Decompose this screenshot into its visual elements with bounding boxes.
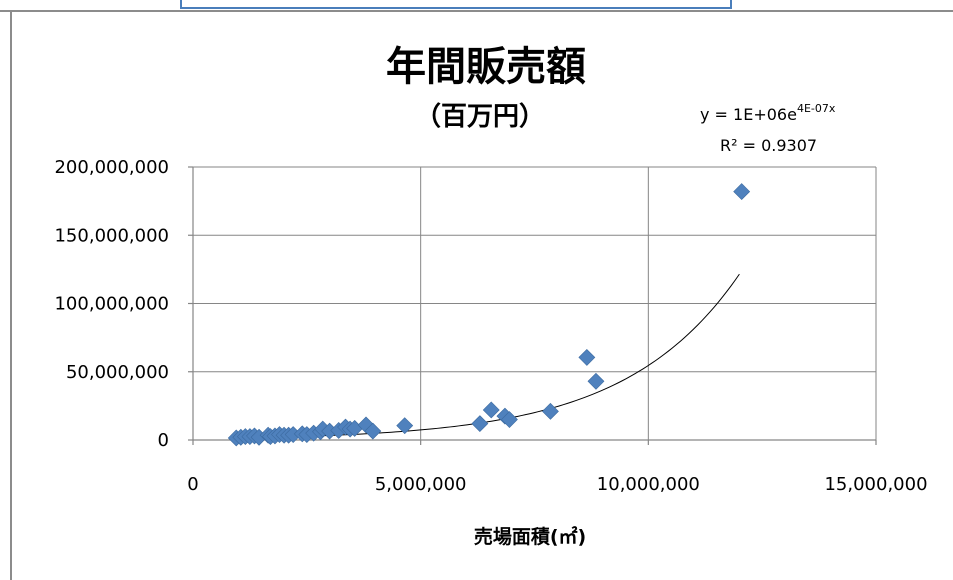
- x-axis-tick-labels: 0 5,000,000 10,000,000 15,000,000: [187, 474, 927, 495]
- data-point: [396, 417, 414, 435]
- y-tick-label: 150,000,000: [54, 225, 169, 246]
- x-axis-title: 売場面積(㎡): [474, 525, 586, 548]
- y-tick-label: 50,000,000: [66, 362, 169, 383]
- y-tick-label: 200,000,000: [54, 157, 169, 178]
- trendline-r-squared: R² = 0.9307: [720, 136, 817, 155]
- axes: [188, 166, 877, 445]
- data-point: [587, 372, 605, 390]
- data-point: [471, 415, 489, 433]
- x-tick-label: 15,000,000: [824, 474, 927, 495]
- data-point: [482, 401, 500, 419]
- x-tick-label: 5,000,000: [375, 474, 467, 495]
- y-tick-label: 0: [158, 430, 169, 451]
- data-point: [578, 348, 596, 366]
- chart-title: 年間販売額: [386, 44, 586, 90]
- data-point: [364, 422, 382, 440]
- gridlines: [193, 166, 877, 440]
- trendline-equation: y = 1E+06e4E-07x: [700, 102, 836, 124]
- y-axis-tick-labels: 0 50,000,000 100,000,000 150,000,000 200,000…: [54, 157, 169, 451]
- data-point: [733, 183, 751, 200]
- data-points: [227, 183, 751, 447]
- data-point: [501, 411, 518, 428]
- x-tick-label: 10,000,000: [597, 474, 700, 495]
- data-point: [542, 402, 559, 420]
- x-tick-label: 0: [187, 474, 198, 495]
- window-left-border: [10, 10, 12, 580]
- chart-subtitle: （百万円）: [415, 102, 545, 132]
- selected-cell-border[interactable]: [180, 0, 732, 9]
- y-tick-label: 100,000,000: [54, 294, 169, 315]
- trendline-equation-base: y = 1E+06e: [700, 105, 797, 124]
- trendline-equation-exponent: 4E-07x: [797, 102, 836, 115]
